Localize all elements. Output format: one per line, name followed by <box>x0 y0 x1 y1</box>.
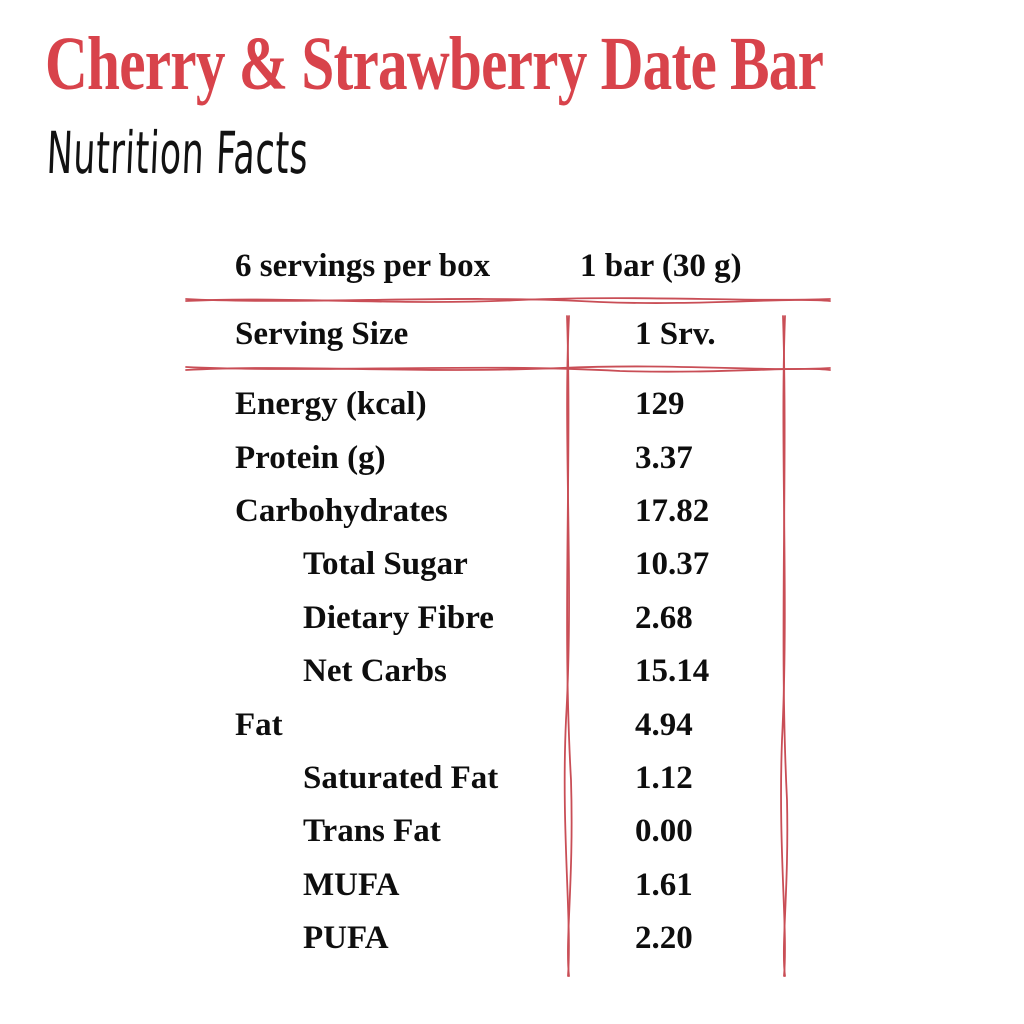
nutrient-label: Total Sugar <box>303 546 468 583</box>
nutrient-value: 3.37 <box>635 439 693 476</box>
serving-size-label: Serving Size <box>235 316 409 352</box>
table-row: MUFA 1.61 <box>185 859 831 912</box>
table-row: PUFA 2.20 <box>185 912 831 965</box>
serving-unit-label: 1 bar (30 g) <box>580 247 742 284</box>
nutrient-value: 0.00 <box>635 813 693 850</box>
servings-header-row: 6 servings per box 1 bar (30 g) <box>185 240 831 292</box>
nutrient-value: 1.61 <box>635 866 693 903</box>
table-row: Energy (kcal) 129 <box>185 378 831 431</box>
servings-per-box-label: 6 servings per box <box>235 247 491 284</box>
table-row: Dietary Fibre 2.68 <box>185 592 831 645</box>
nutrient-value: 17.82 <box>635 492 710 529</box>
serving-size-row: Serving Size 1 Srv. <box>185 308 831 361</box>
nutrient-value: 2.20 <box>635 920 693 957</box>
nutrient-label: Protein (g) <box>235 439 386 476</box>
nutrient-label: MUFA <box>303 866 400 903</box>
nutrient-rows: Energy (kcal) 129 Protein (g) 3.37 Carbo… <box>185 378 831 965</box>
nutrient-value: 4.94 <box>635 706 693 743</box>
nutrient-value: 10.37 <box>635 546 710 583</box>
table-row: Total Sugar 10.37 <box>185 538 831 591</box>
nutrient-label: Energy (kcal) <box>235 386 427 423</box>
nutrient-value: 1.12 <box>635 759 693 796</box>
table-row: Fat 4.94 <box>185 698 831 751</box>
nutrient-label: Net Carbs <box>303 653 447 690</box>
nutrient-label: Fat <box>235 706 283 743</box>
table-row: Net Carbs 15.14 <box>185 645 831 698</box>
nutrient-label: Carbohydrates <box>235 492 448 529</box>
nutrient-label: PUFA <box>303 920 389 957</box>
table-row: Protein (g) 3.37 <box>185 431 831 484</box>
nutrition-table: 6 servings per box 1 bar (30 g) Serving … <box>185 0 831 1024</box>
nutrient-value: 129 <box>635 386 685 423</box>
table-row: Saturated Fat 1.12 <box>185 752 831 805</box>
nutrient-label: Saturated Fat <box>303 759 499 796</box>
nutrient-value: 15.14 <box>635 653 710 690</box>
serving-size-value: 1 Srv. <box>635 316 716 352</box>
table-row: Trans Fat 0.00 <box>185 805 831 858</box>
nutrient-value: 2.68 <box>635 599 693 636</box>
nutrient-label: Dietary Fibre <box>303 599 494 636</box>
nutrient-label: Trans Fat <box>303 813 441 850</box>
product-title: Cherry & Strawberry Date Bar <box>45 22 824 106</box>
table-row: Carbohydrates 17.82 <box>185 485 831 538</box>
